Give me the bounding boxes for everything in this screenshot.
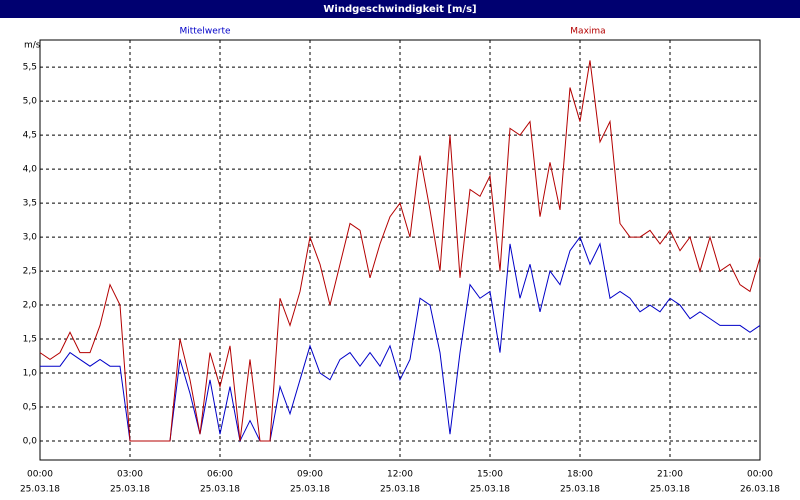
legend-label: Mittelwerte <box>179 27 230 37</box>
y-tick-label: 4,5 <box>23 131 37 141</box>
x-tick-date: 25.03.18 <box>110 485 150 495</box>
y-tick-label: 3,0 <box>23 233 38 243</box>
x-tick-date: 26.03.18 <box>740 485 780 495</box>
x-tick-label: 06:00 <box>207 470 233 480</box>
x-tick-date: 25.03.18 <box>650 485 690 495</box>
data-line <box>39 60 761 442</box>
x-tick-date: 25.03.18 <box>380 485 420 495</box>
y-tick-label: 2,5 <box>23 267 37 277</box>
x-tick-label: 18:00 <box>567 470 593 480</box>
y-tick-label: 5,5 <box>23 63 37 73</box>
x-tick-label: 21:00 <box>657 470 683 480</box>
x-tick-date: 25.03.18 <box>20 485 60 495</box>
y-tick-label: 2,0 <box>23 301 38 311</box>
title-bar <box>0 0 800 18</box>
y-unit: m/s <box>24 41 41 51</box>
x-tick-label: 03:00 <box>117 470 143 480</box>
x-tick-date: 25.03.18 <box>470 485 510 495</box>
x-tick-date: 25.03.18 <box>560 485 600 495</box>
y-tick-label: 0,0 <box>23 436 38 446</box>
legend-label: Maxima <box>570 27 605 37</box>
x-tick-label: 12:00 <box>387 470 413 480</box>
y-tick-label: 0,5 <box>23 402 37 412</box>
y-tick-label: 1,5 <box>23 335 37 345</box>
x-tick-label: 09:00 <box>297 470 323 480</box>
x-tick-label: 00:00 <box>27 470 53 480</box>
y-tick-label: 1,0 <box>23 369 38 379</box>
y-tick-label: 3,5 <box>23 199 37 209</box>
y-tick-label: 4,0 <box>23 165 38 175</box>
chart-title: Windgeschwindigkeit [m/s] <box>323 4 476 15</box>
x-tick-label: 15:00 <box>477 470 503 480</box>
x-tick-label: 00:00 <box>747 470 773 480</box>
y-tick-label: 5,0 <box>23 97 38 107</box>
x-tick-date: 25.03.18 <box>290 485 330 495</box>
x-tick-date: 25.03.18 <box>200 485 240 495</box>
